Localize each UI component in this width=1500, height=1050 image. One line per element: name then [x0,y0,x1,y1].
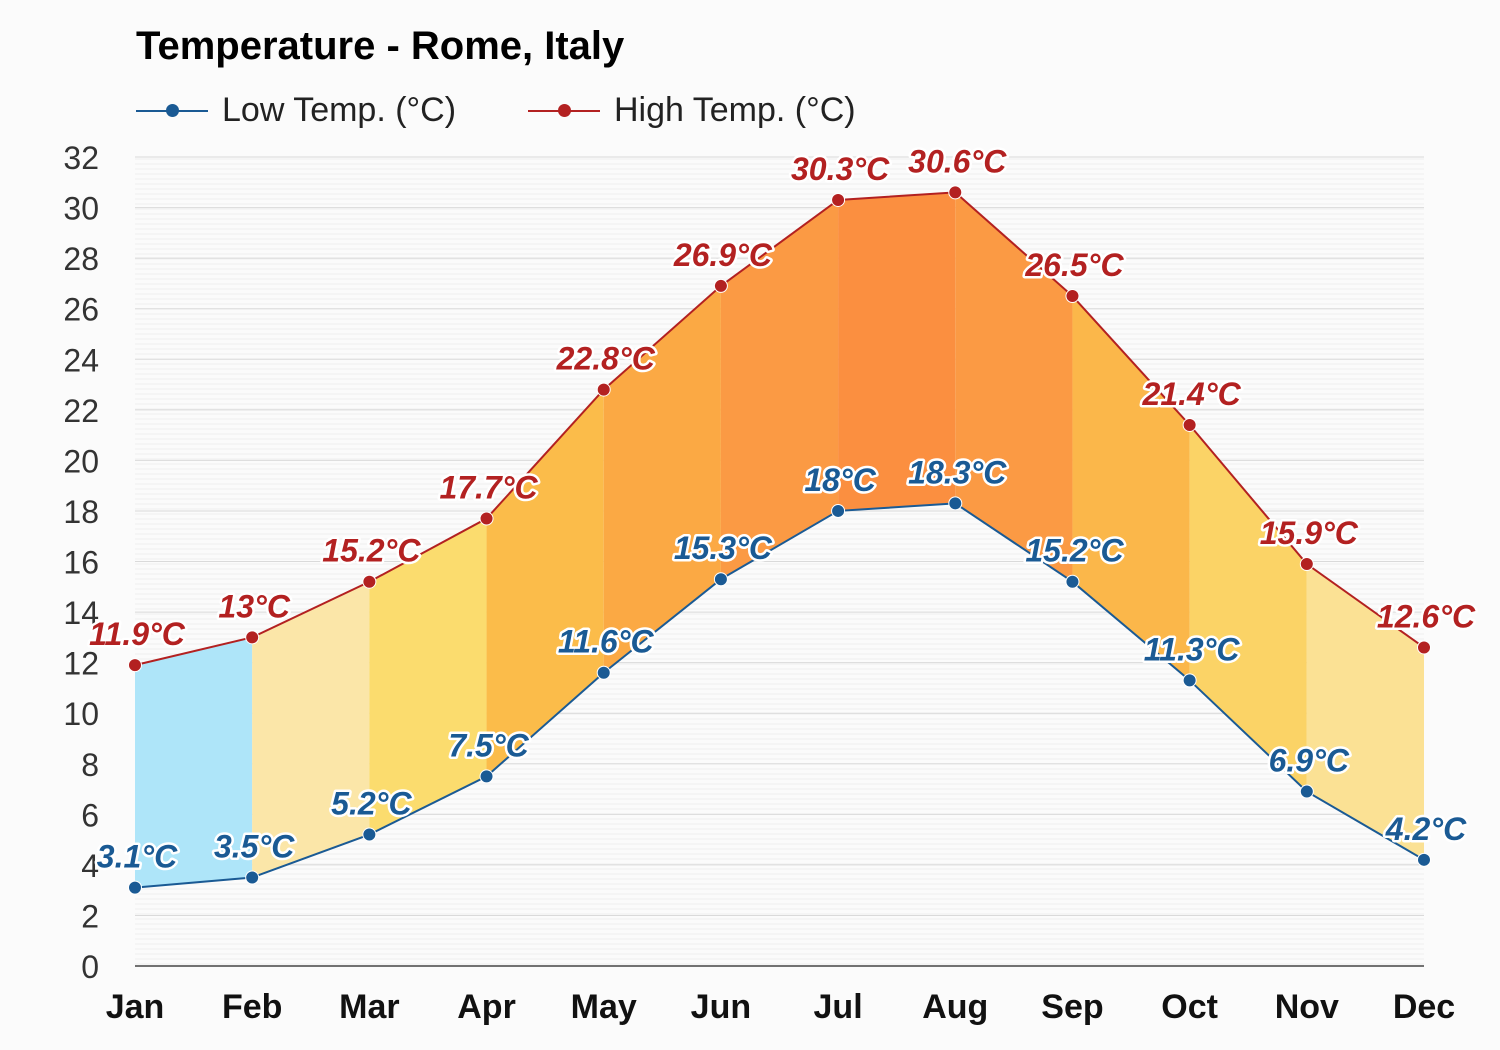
legend-item-high: High Temp. (°C) [528,90,856,130]
data-label-low-jul: 18°C [804,462,876,498]
point-high-oct [1182,417,1197,432]
temp-band-apr [486,389,604,777]
point-low-mar [362,827,377,842]
chart-title: Temperature - Rome, Italy [136,24,625,68]
data-label-high-sep: 26.5°C [1024,247,1124,283]
temp-band-jan [135,637,253,888]
data-label-low-oct: 11.3°C [1144,631,1241,667]
point-high-nov [1299,557,1314,572]
data-label-high-oct: 21.4°C [1142,376,1242,412]
point-high-sep [1065,289,1080,304]
temp-band-oct [1189,424,1307,792]
x-tick-label-oct: Oct [1161,988,1218,1026]
y-tick-label: 24 [63,342,99,378]
y-tick-label: 26 [63,292,99,328]
data-label-low-jan: 3.1°C [97,839,178,875]
data-label-high-nov: 15.9°C [1260,515,1359,551]
legend-label-low: Low Temp. (°C) [222,90,457,129]
point-low-aug [948,496,963,511]
data-label-high-dec: 12.6°C [1377,598,1476,634]
x-tick-label-nov: Nov [1275,988,1339,1026]
legend-item-low: Low Temp. (°C) [136,90,456,130]
y-tick-label: 32 [63,140,99,176]
y-tick-label: 14 [63,595,99,631]
series-line-low [134,502,1425,889]
x-tick-label-may: May [571,988,637,1026]
data-label-high-jul: 30.3°C [791,151,890,187]
point-high-dec [1417,640,1431,655]
x-tick-label-jul: Jul [814,988,863,1026]
temp-band-feb [252,581,370,878]
y-tick-label: 8 [81,747,99,783]
data-label-low-aug: 18.3°C [908,454,1007,490]
y-tick-label: 4 [81,848,99,884]
y-tick-label: 6 [81,797,99,833]
point-high-jun [713,278,728,293]
x-tick-label-jan: Jan [106,988,165,1026]
data-label-high-aug: 30.6°C [908,143,1007,179]
point-low-jan [128,880,142,895]
data-label-high-may: 22.8°C [556,341,656,377]
temp-band-nov [1306,564,1424,860]
x-tick-label-feb: Feb [222,988,282,1026]
y-tick-label: 22 [63,393,99,429]
x-tick-label-apr: Apr [457,988,516,1026]
legend-label-high: High Temp. (°C) [614,90,856,129]
point-low-sep [1065,574,1080,589]
temp-band-sep [1072,296,1190,681]
point-high-feb [245,630,260,645]
y-tick-label: 28 [63,241,99,277]
legend-swatch-high [528,90,600,130]
point-low-jun [713,572,728,587]
data-label-low-may: 11.6°C [558,624,655,660]
point-high-apr [479,511,494,526]
point-low-dec [1417,852,1431,867]
data-label-low-feb: 3.5°C [214,829,295,865]
point-high-jan [128,658,142,673]
x-tick-label-dec: Dec [1393,988,1455,1026]
data-label-low-mar: 5.2°C [331,786,412,822]
data-label-low-apr: 7.5°C [448,727,529,763]
y-tick-label: 30 [63,191,99,227]
data-label-high-feb: 13°C [218,588,290,624]
point-high-aug [948,185,963,200]
point-low-nov [1299,784,1314,799]
temp-band-mar [369,518,487,835]
data-label-high-mar: 15.2°C [322,533,421,569]
y-tick-label: 20 [63,443,99,479]
data-label-low-nov: 6.9°C [1269,743,1350,779]
x-tick-label-jun: Jun [691,988,751,1026]
point-low-oct [1182,673,1197,688]
data-label-low-jun: 15.3°C [674,530,773,566]
legend-swatch-low [136,90,208,130]
point-high-jul [831,192,846,207]
data-label-high-jan: 11.9°C [89,616,186,652]
point-low-may [596,665,611,680]
y-tick-label: 12 [63,646,99,682]
data-label-low-dec: 4.2°C [1385,811,1467,847]
point-low-apr [479,769,494,784]
y-tick-label: 18 [63,494,99,530]
temp-band-jun [720,199,839,580]
x-tick-label-aug: Aug [922,988,988,1026]
temp-band-aug [955,192,1073,582]
data-label-high-jun: 26.9°C [673,237,773,273]
x-tick-label-mar: Mar [339,988,399,1026]
point-low-feb [245,870,260,885]
data-label-high-apr: 17.7°C [439,470,538,506]
point-low-jul [831,503,846,518]
y-tick-label: 0 [81,949,99,985]
y-tick-label: 16 [63,545,99,581]
temp-band-may [603,285,721,673]
x-tick-label-sep: Sep [1041,988,1103,1026]
point-high-may [596,382,611,397]
temp-band-jul [838,192,956,511]
y-tick-label: 10 [63,696,99,732]
point-high-mar [362,574,377,589]
data-label-low-sep: 15.2°C [1025,533,1124,569]
y-tick-label: 2 [81,898,99,934]
series-line-high [134,191,1425,667]
